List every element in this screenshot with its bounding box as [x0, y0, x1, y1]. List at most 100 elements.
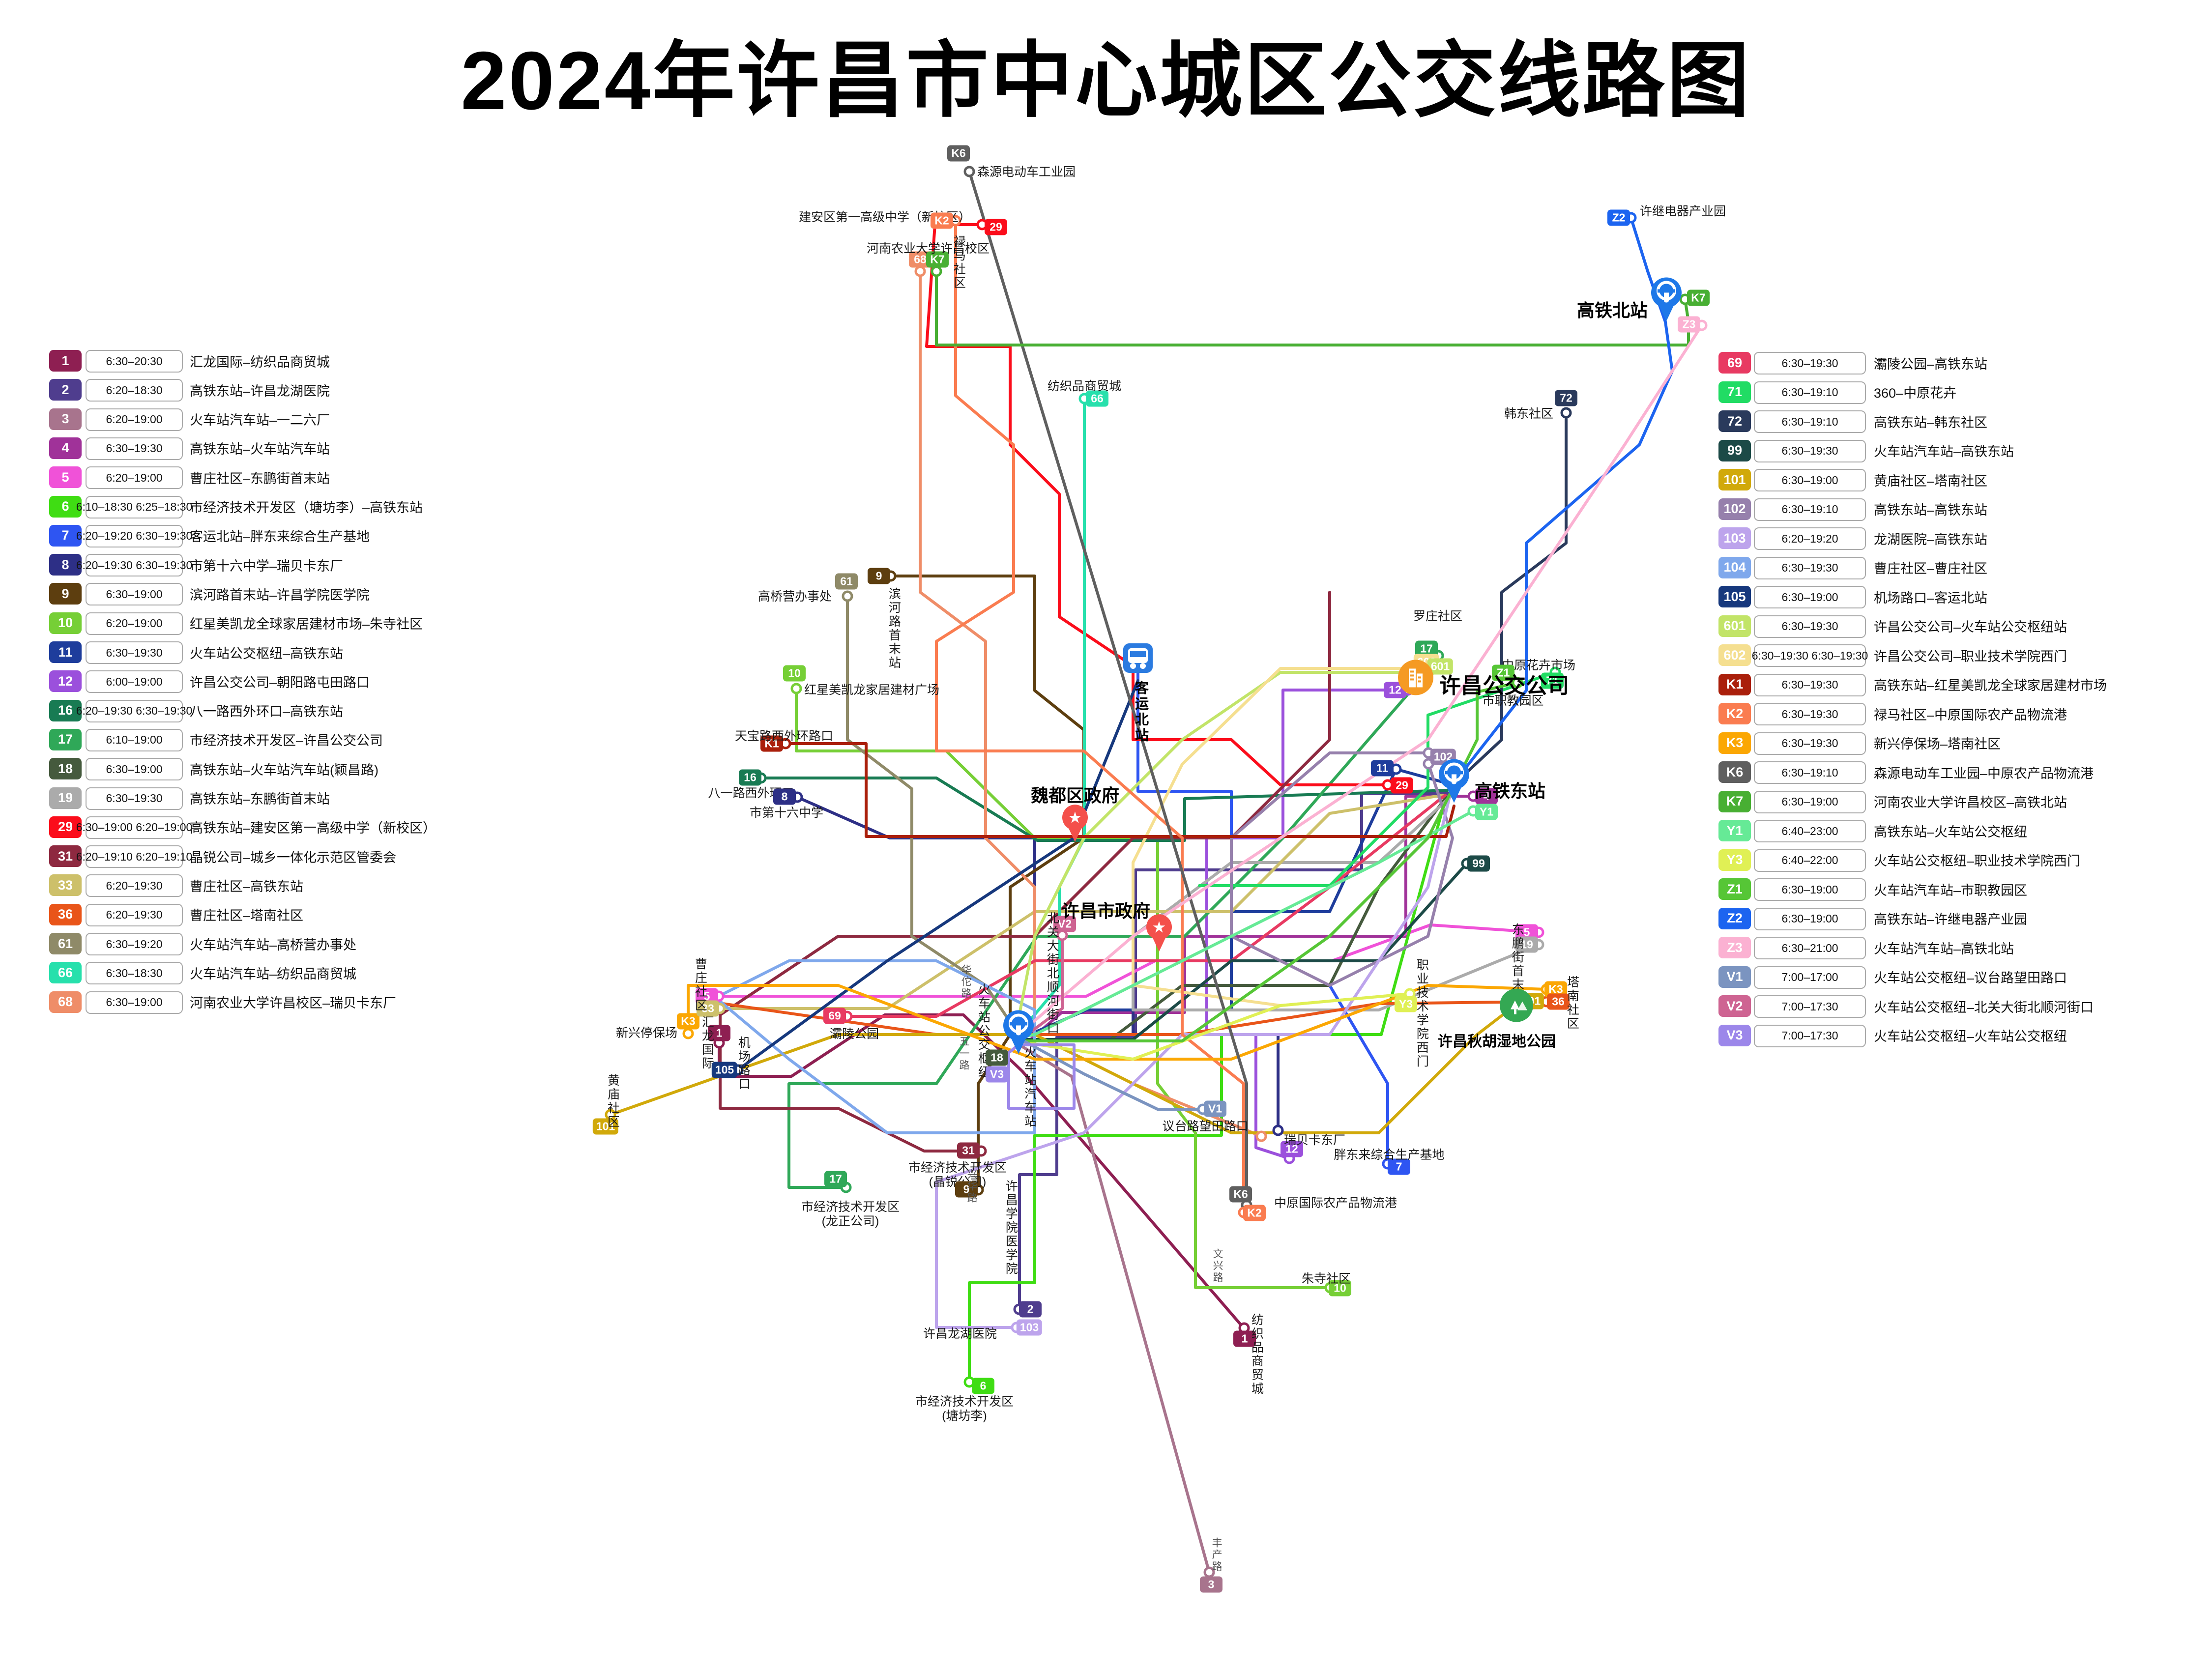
route-hours: 6:30–19:00	[1754, 878, 1866, 901]
station-label: 森源电动车工业园	[977, 165, 1076, 179]
legend-row-18: 18 6:30–19:00 高铁东站–火车站汽车站(颖昌路)	[49, 758, 492, 781]
route-name: 许昌公交公司–朝阳路屯田路口	[190, 675, 370, 690]
station-badge-2: 2	[1019, 1301, 1042, 1318]
station-badge-K6: K6	[947, 145, 970, 162]
station-badge-61: 61	[835, 573, 858, 590]
route-badge: Y1	[1718, 820, 1751, 841]
legend-row-4: 4 6:30–19:30 高铁东站–火车站汽车站	[49, 437, 492, 460]
legend-row-61: 61 6:30–19:20 火车站汽车站–高桥营办事处	[49, 933, 492, 955]
bus-icon	[1122, 642, 1154, 676]
station-badge-12: 12	[1281, 1141, 1303, 1157]
route-hours: 6:30–20:30	[86, 350, 183, 373]
road-label: 华佗路	[960, 964, 972, 1000]
route-hours: 6:30–19:30	[1754, 673, 1866, 696]
route-hours: 6:20–19:30	[86, 903, 183, 926]
station-badge-33: 33	[697, 1000, 719, 1017]
station-label: 市经济技术开发区 (塘坊李)	[915, 1395, 1014, 1423]
route-name: 新兴停保场–塔南社区	[1874, 737, 2001, 751]
station-label: 河南农业大学许昌校区	[866, 242, 990, 256]
gov-icon: ★	[1059, 804, 1091, 845]
legend-row-V3: V3 7:00–17:30 火车站公交枢纽–火车站公交枢纽	[1718, 1024, 2161, 1047]
legend-row-17: 17 6:10–19:00 市经济技术开发区–许昌公交公司	[49, 728, 492, 751]
station-badge-103: 103	[1016, 1319, 1043, 1336]
legend-row-Y3: Y3 6:40–22:00 火车站公交枢纽–职业技术学院西门	[1718, 849, 2161, 872]
route-hours: 6:30–19:30	[1754, 732, 1866, 755]
route-name: 火车站汽车站–高桥营办事处	[190, 937, 357, 952]
route-line-29	[925, 223, 1389, 786]
route-line-72	[1455, 411, 1568, 784]
route-line-12	[1205, 689, 1409, 1160]
station-dot	[963, 166, 975, 177]
legend-row-Y1: Y1 6:40–23:00 高铁东站–火车站公交枢纽	[1718, 820, 2161, 842]
route-badge: K3	[1718, 732, 1751, 754]
route-name: 火车站汽车站–市职教园区	[1874, 883, 2028, 898]
route-hours: 6:30–19:30	[1754, 352, 1866, 375]
station-label: 红星美凯龙家居建材广场	[804, 683, 940, 697]
station-label: 市经济技术开发区 (龙正公司)	[801, 1200, 900, 1228]
legend-row-68: 68 6:30–19:00 河南农业大学许昌校区–瑞贝卡东厂	[49, 991, 492, 1014]
route-badge: 29	[49, 816, 82, 838]
route-badge: Z1	[1718, 878, 1751, 900]
route-badge: 36	[49, 903, 82, 925]
route-badge: 601	[1718, 615, 1751, 637]
route-line-105	[736, 679, 1139, 1071]
station-label: 纺织品商贸城	[1250, 1313, 1264, 1396]
route-line-71	[1198, 671, 1557, 887]
company-icon	[1397, 659, 1434, 698]
legend-row-K3: K3 6:30–19:30 新兴停保场–塔南社区	[1718, 732, 2161, 755]
route-name: 火车站公交枢纽–北关大街北顺河街口	[1874, 1000, 2094, 1015]
route-hours: 7:00–17:30	[1754, 995, 1866, 1018]
route-line-K2	[935, 219, 1245, 1214]
route-badge: 72	[1718, 410, 1751, 432]
station-label: 灞陵公园	[829, 1027, 879, 1041]
station-label: 许昌龙湖医院	[923, 1327, 997, 1341]
legend-row-7: 7 6:20–19:20 6:30–19:30 客运北站–胖东来综合生产基地	[49, 524, 492, 547]
route-line-6	[968, 792, 1452, 1383]
route-name: 市经济技术开发区（塘坊李）–高铁东站	[190, 500, 423, 515]
route-badge: K6	[1718, 761, 1751, 783]
station-badge-10: 10	[783, 665, 806, 682]
station-badge-Z2: Z2	[1607, 209, 1630, 226]
station-badge-K1: K1	[760, 735, 783, 752]
route-hours: 7:00–17:00	[1754, 966, 1866, 989]
station-label: 韩东社区	[1504, 407, 1553, 421]
route-hours: 6:30–19:30	[1754, 615, 1866, 638]
road-label: 丰产路	[1211, 1537, 1222, 1573]
route-hours: 6:40–22:00	[1754, 849, 1866, 872]
route-line-102	[1230, 751, 1454, 987]
route-name: 红星美凯龙全球家居建材市场–朱寺社区	[190, 617, 423, 632]
route-name: 高铁东站–高铁东站	[1874, 503, 1988, 518]
route-hours: 6:30–19:10	[1754, 498, 1866, 521]
route-badge: Z3	[1718, 937, 1751, 958]
station-badge-6: 6	[972, 1378, 994, 1394]
route-name: 河南农业大学许昌校区–瑞贝卡东厂	[190, 996, 397, 1011]
route-hours: 6:30–19:30	[1754, 703, 1866, 725]
route-name: 高铁东站–东鹏街首末站	[190, 792, 330, 807]
station-badge-16: 16	[739, 769, 761, 786]
station-badge-105: 105	[711, 1062, 738, 1078]
route-hours: 6:30–19:30	[86, 641, 183, 664]
station-badge-K7: K7	[926, 251, 949, 268]
route-name: 龙湖医院–高铁东站	[1874, 532, 1988, 547]
route-name: 高铁东站–火车站汽车站(颖昌路)	[190, 762, 378, 778]
station-dot	[790, 683, 802, 694]
legend-row-101: 101 6:30–19:00 黄庙社区–塔南社区	[1718, 469, 2161, 491]
legend-row-102: 102 6:30–19:10 高铁东站–高铁东站	[1718, 498, 2161, 521]
station-label: 塔南社区	[1565, 976, 1579, 1031]
station-label: 许继电器产业园	[1640, 204, 1726, 218]
legend-row-602: 602 6:30–19:30 6:30–19:30 许昌公交公司–职业技术学院西门	[1718, 644, 2161, 667]
route-name: 许昌公交公司–职业技术学院西门	[1874, 649, 2067, 664]
route-badge: 31	[49, 845, 82, 867]
rail-icon	[999, 1008, 1038, 1058]
legend-row-71: 71 6:30–19:10 360–中原花卉	[1718, 381, 2161, 404]
route-hours: 6:30–19:00	[86, 583, 183, 606]
route-badge: V1	[1718, 966, 1751, 988]
route-hours: 6:20–19:00	[86, 466, 183, 490]
station-dot	[1560, 407, 1572, 419]
route-badge: 102	[1718, 498, 1751, 520]
hub-label: 许昌公交公司	[1439, 674, 1569, 698]
route-name: 八一路西外环口–高铁东站	[190, 704, 344, 720]
route-badge: 11	[49, 641, 82, 663]
legend-row-K7: K7 6:30–19:00 河南农业大学许昌校区–高铁北站	[1718, 790, 2161, 813]
